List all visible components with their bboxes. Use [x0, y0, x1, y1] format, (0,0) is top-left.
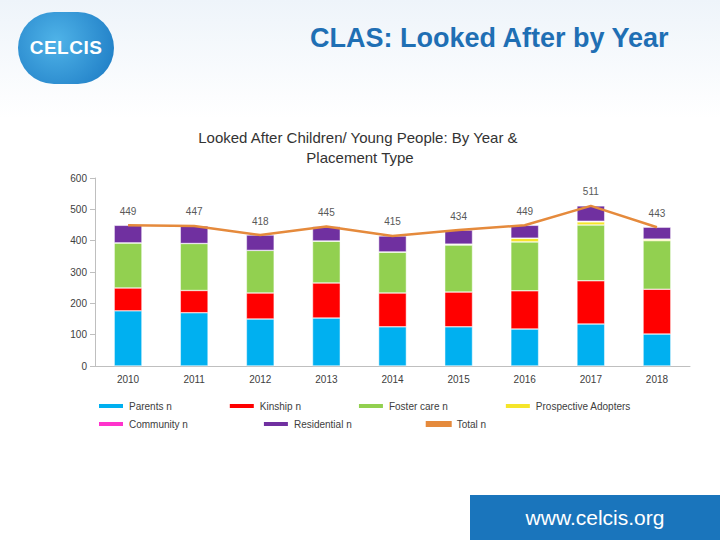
svg-text:Looked After Children/ Young P: Looked After Children/ Young People: By … [198, 129, 522, 146]
svg-text:418: 418 [252, 216, 269, 227]
svg-text:434: 434 [450, 211, 467, 222]
svg-text:2014: 2014 [381, 374, 404, 385]
svg-text:2011: 2011 [183, 374, 205, 385]
svg-text:Foster care n: Foster care n [389, 401, 448, 412]
svg-text:2012: 2012 [249, 374, 272, 385]
svg-text:2010: 2010 [117, 374, 140, 385]
svg-text:2018: 2018 [646, 374, 669, 385]
svg-text:100: 100 [70, 329, 87, 340]
svg-text:600: 600 [70, 173, 87, 184]
html-text:CLAS: Looked After by Year: CLAS: Looked After by Year [310, 23, 669, 53]
svg-text:2017: 2017 [580, 374, 603, 385]
svg-text:447: 447 [186, 206, 203, 217]
svg-text:511: 511 [583, 186, 599, 197]
html-text:CELCIS: CELCIS [29, 37, 103, 58]
svg-text:443: 443 [649, 208, 666, 219]
html-text:www.celcis.org: www.celcis.org [525, 505, 665, 529]
svg-text:415: 415 [384, 216, 401, 227]
svg-text:2016: 2016 [514, 374, 537, 385]
svg-text:445: 445 [318, 207, 335, 218]
svg-text:200: 200 [70, 298, 87, 309]
svg-text:Total n: Total n [457, 419, 486, 430]
svg-text:Placement Type: Placement Type [306, 149, 413, 166]
svg-text:500: 500 [70, 204, 87, 215]
svg-text:2015: 2015 [447, 374, 470, 385]
svg-text:449: 449 [120, 206, 137, 217]
svg-text:Prospective Adopters: Prospective Adopters [536, 401, 631, 412]
svg-text:300: 300 [70, 267, 87, 278]
svg-text:Community n: Community n [129, 419, 188, 430]
svg-text:Parents n: Parents n [129, 401, 172, 412]
svg-text:Residential n: Residential n [294, 419, 352, 430]
svg-text:449: 449 [516, 206, 533, 217]
svg-text:Kinship n: Kinship n [260, 401, 301, 412]
svg-text:0: 0 [81, 361, 87, 372]
svg-text:400: 400 [70, 235, 87, 246]
svg-text:2013: 2013 [315, 374, 338, 385]
